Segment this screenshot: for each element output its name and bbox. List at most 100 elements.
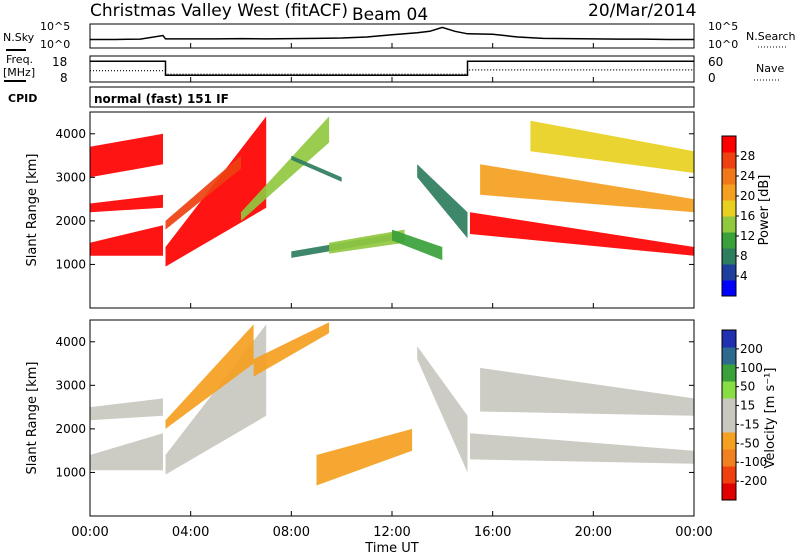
colorbar-tick-label: -50 <box>740 436 760 450</box>
colorbar-swatch <box>722 136 736 153</box>
y-tick-label: 2000 <box>55 422 86 436</box>
colorbar-tick-label: -200 <box>740 474 767 488</box>
power-y-ticks: 4000 3000 2000 1000 <box>55 127 694 271</box>
freq-label-1: Freq. <box>6 53 33 66</box>
data-band-5 <box>241 116 330 221</box>
colorbar-tick-label: 24 <box>740 169 755 183</box>
velocity-y-ticks: 4000 3000 2000 1000 <box>55 335 694 479</box>
colorbar-swatch <box>722 330 736 348</box>
power-colorbar: 28 24 20 16 12 8 4 <box>721 135 755 297</box>
colorbar-tick-label: 12 <box>740 229 755 243</box>
x-tick-label: 16:00 <box>474 525 511 540</box>
colorbar-tick-label: 28 <box>740 149 755 163</box>
freq-tick-top: 18 <box>52 55 67 69</box>
data-band-2 <box>90 133 163 178</box>
colorbar-swatch <box>722 168 736 185</box>
colorbar-swatch <box>722 200 736 217</box>
nsky-series-line <box>90 26 694 41</box>
data-band-3 <box>165 324 254 429</box>
data-band-6 <box>291 155 342 182</box>
power-panel: 4000 3000 2000 1000 Slant Range [km] 28 24 20… <box>25 111 772 309</box>
colorbar-tick-label: -15 <box>740 417 760 431</box>
data-band-5 <box>316 428 413 486</box>
nave-tick-top: 60 <box>708 55 723 69</box>
data-band-11 <box>470 212 694 256</box>
colorbar-swatch <box>722 347 736 365</box>
cpid-frame <box>89 86 695 108</box>
colorbar-tick-label: 200 <box>740 342 763 356</box>
data-band-7 <box>470 433 694 464</box>
beam-label: Beam 04 <box>352 5 428 25</box>
data-band-8 <box>480 367 694 416</box>
data-band-8 <box>329 229 405 254</box>
colorbar-tick-label: 15 <box>740 399 755 413</box>
colorbar-swatch <box>722 364 736 382</box>
colorbar-swatch <box>722 483 736 501</box>
data-band-6 <box>417 346 468 473</box>
velocity-panel: 4000 3000 2000 1000 Slant Range [km] 200 100… <box>25 319 778 517</box>
colorbar-tick-label: 16 <box>740 209 755 223</box>
x-tick-label: 12:00 <box>373 525 410 540</box>
freq-tick-bottom: 8 <box>60 71 68 85</box>
data-band-13 <box>530 120 694 173</box>
colorbar-swatch <box>722 216 736 233</box>
x-tick-label: 00:00 <box>675 525 712 540</box>
time-axis-label: Time UT <box>364 541 418 554</box>
y-tick-label: 1000 <box>55 465 86 479</box>
y-tick-label: 4000 <box>55 335 86 349</box>
noise-right-tick-bottom: 10^0 <box>708 38 738 51</box>
time-axis-ticks: 00:00 04:00 08:00 12:00 16:00 20:00 00:00 <box>71 43 713 540</box>
velocity-plot-frame <box>89 319 695 517</box>
y-tick-label: 3000 <box>55 170 86 184</box>
data-band-10 <box>417 164 468 239</box>
cpid-label: CPID <box>8 92 37 105</box>
station-title: Christmas Valley West (fitACF) <box>90 1 348 21</box>
colorbar-swatch <box>722 398 736 416</box>
x-tick-label: 20:00 <box>575 525 612 540</box>
colorbar-swatch <box>722 152 736 169</box>
velocity-ylabel: Slant Range [km] <box>25 362 40 475</box>
colorbar-swatch <box>722 381 736 399</box>
nave-tick-bottom: 0 <box>708 71 716 85</box>
noise-left-tick-top: 10^5 <box>40 20 70 33</box>
frequency-panel: Freq. [MHz] 18 8 60 0 Nave <box>3 53 784 85</box>
colorbar-swatch <box>722 184 736 201</box>
noise-right-tick-top: 10^5 <box>708 20 738 33</box>
data-band-9 <box>392 229 443 261</box>
colorbar-swatch <box>722 280 736 297</box>
cpid-program: normal (fast) 151 IF <box>94 92 229 106</box>
velocity-data-layer <box>90 322 694 486</box>
colorbar-tick-label: 100 <box>740 361 763 375</box>
nsky-label: N.Sky <box>3 31 35 44</box>
x-tick-label: 00:00 <box>71 525 108 540</box>
colorbar-swatch <box>722 449 736 467</box>
colorbar-tick-label: -100 <box>740 455 767 469</box>
freq-series-line <box>90 60 694 76</box>
x-tick-label: 04:00 <box>172 525 209 540</box>
data-band-4 <box>165 155 241 230</box>
colorbar-swatch <box>722 264 736 281</box>
data-band-0 <box>90 225 163 256</box>
data-band-1 <box>90 194 163 213</box>
nave-series-line <box>90 69 694 75</box>
colorbar-tick-label: 8 <box>740 249 748 263</box>
date-label: 20/Mar/2014 <box>588 1 696 21</box>
y-tick-label: 3000 <box>55 378 86 392</box>
data-band-4 <box>253 322 330 377</box>
y-tick-label: 4000 <box>55 127 86 141</box>
velocity-colorbar-label: Velocity [m s⁻¹] <box>763 368 778 469</box>
data-band-0 <box>90 433 163 471</box>
colorbar-swatch <box>722 232 736 249</box>
y-tick-label: 1000 <box>55 257 86 271</box>
colorbar-swatch <box>722 466 736 484</box>
freq-label-2: [MHz] <box>3 66 35 79</box>
data-band-3 <box>165 116 267 267</box>
colorbar-swatch <box>722 432 736 450</box>
y-tick-label: 2000 <box>55 214 86 228</box>
colorbar-tick-label: 20 <box>740 189 755 203</box>
nave-label: Nave <box>756 62 784 75</box>
data-band-12 <box>480 164 694 213</box>
colorbar-frame <box>721 329 737 501</box>
colorbar-swatch <box>722 248 736 265</box>
